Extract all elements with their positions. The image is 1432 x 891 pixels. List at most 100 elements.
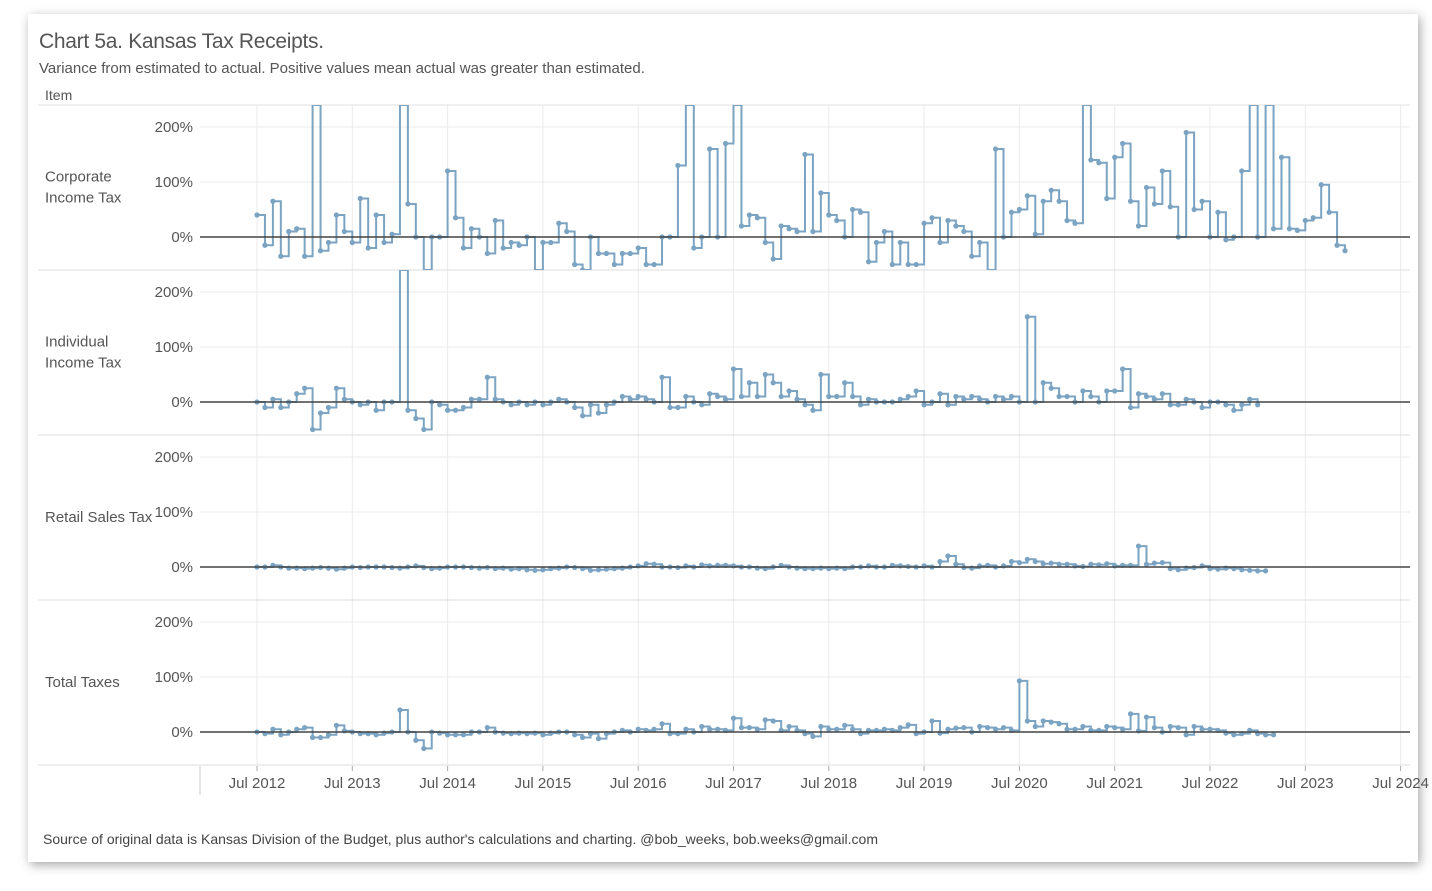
x-tick-label: Jul 2014 bbox=[419, 775, 476, 792]
data-point bbox=[1024, 193, 1030, 199]
data-point bbox=[365, 245, 371, 251]
y-tick-label: 100% bbox=[155, 504, 193, 521]
data-point bbox=[1199, 726, 1205, 732]
data-point bbox=[1294, 227, 1300, 233]
data-point bbox=[294, 226, 300, 232]
data-point bbox=[1143, 393, 1150, 400]
data-point bbox=[1096, 562, 1102, 568]
data-point bbox=[1056, 721, 1062, 727]
data-point bbox=[969, 253, 975, 259]
data-point bbox=[580, 734, 586, 741]
data-point bbox=[992, 393, 999, 400]
data-point bbox=[746, 212, 752, 218]
data-point bbox=[961, 725, 967, 731]
data-point bbox=[1048, 560, 1054, 566]
data-point bbox=[707, 146, 713, 152]
y-tick-label: 200% bbox=[155, 284, 193, 301]
data-point bbox=[651, 726, 657, 732]
data-point bbox=[643, 561, 649, 567]
x-tick-label: Jul 2024 bbox=[1372, 775, 1429, 792]
data-point bbox=[1143, 184, 1150, 191]
data-point bbox=[810, 733, 816, 740]
data-point bbox=[1262, 568, 1269, 574]
data-point bbox=[889, 261, 895, 268]
data-point bbox=[842, 380, 848, 386]
data-point bbox=[929, 718, 935, 724]
data-point bbox=[746, 380, 752, 386]
data-point bbox=[1183, 129, 1189, 136]
data-point bbox=[278, 732, 284, 738]
data-point bbox=[1104, 561, 1110, 567]
data-point bbox=[1056, 561, 1062, 567]
data-point bbox=[881, 228, 887, 235]
data-point bbox=[317, 410, 324, 416]
data-point bbox=[778, 223, 784, 229]
data-point bbox=[1112, 725, 1118, 731]
data-point bbox=[762, 371, 768, 378]
data-point bbox=[1016, 560, 1023, 566]
series-label: Individual bbox=[45, 334, 108, 351]
data-point bbox=[309, 426, 316, 433]
data-point bbox=[1302, 217, 1308, 224]
data-point bbox=[484, 250, 490, 257]
data-point bbox=[826, 212, 832, 218]
data-point bbox=[1151, 396, 1158, 402]
data-point bbox=[611, 261, 617, 268]
data-point bbox=[715, 393, 721, 400]
data-point bbox=[556, 220, 562, 226]
data-point bbox=[953, 561, 959, 567]
data-point bbox=[762, 717, 768, 723]
data-point bbox=[333, 566, 340, 572]
data-point bbox=[1151, 725, 1158, 731]
data-point bbox=[834, 217, 840, 224]
data-point bbox=[953, 393, 959, 400]
data-point bbox=[865, 396, 872, 402]
data-point bbox=[1270, 226, 1277, 232]
data-point bbox=[945, 402, 951, 408]
data-point bbox=[1199, 198, 1205, 204]
x-tick-label: Jul 2016 bbox=[610, 775, 667, 792]
data-point bbox=[1231, 407, 1237, 413]
data-point bbox=[977, 396, 983, 402]
row-header-label: Item bbox=[45, 87, 72, 103]
data-point bbox=[603, 566, 610, 572]
data-point bbox=[834, 393, 840, 400]
data-point bbox=[834, 726, 840, 732]
data-point bbox=[1008, 558, 1015, 565]
data-point bbox=[810, 407, 816, 413]
data-point bbox=[1120, 726, 1126, 732]
data-point bbox=[262, 242, 268, 248]
data-point bbox=[1040, 380, 1046, 386]
data-point bbox=[992, 726, 999, 732]
data-point bbox=[818, 190, 824, 196]
data-point bbox=[540, 402, 546, 408]
data-point bbox=[1231, 732, 1237, 738]
data-point bbox=[572, 261, 578, 268]
data-point bbox=[1024, 556, 1030, 562]
data-point bbox=[675, 404, 681, 411]
data-point bbox=[1032, 723, 1038, 730]
data-point bbox=[977, 239, 983, 246]
data-point bbox=[595, 736, 602, 742]
data-point bbox=[595, 567, 602, 573]
data-point bbox=[1096, 160, 1102, 166]
data-point bbox=[1270, 732, 1277, 738]
data-point bbox=[317, 734, 324, 741]
data-point bbox=[770, 256, 776, 262]
data-point bbox=[1175, 725, 1181, 731]
data-point bbox=[1310, 215, 1316, 221]
data-point bbox=[778, 393, 784, 400]
data-point bbox=[881, 726, 887, 732]
data-point bbox=[1048, 187, 1054, 193]
data-point bbox=[1064, 726, 1070, 732]
data-point bbox=[595, 410, 602, 416]
data-point bbox=[468, 396, 475, 402]
data-point bbox=[786, 226, 792, 232]
data-point bbox=[452, 215, 459, 221]
data-point bbox=[460, 732, 467, 738]
data-point bbox=[556, 396, 562, 402]
data-point bbox=[373, 732, 379, 738]
data-point bbox=[1247, 567, 1253, 573]
data-point bbox=[1088, 157, 1094, 163]
